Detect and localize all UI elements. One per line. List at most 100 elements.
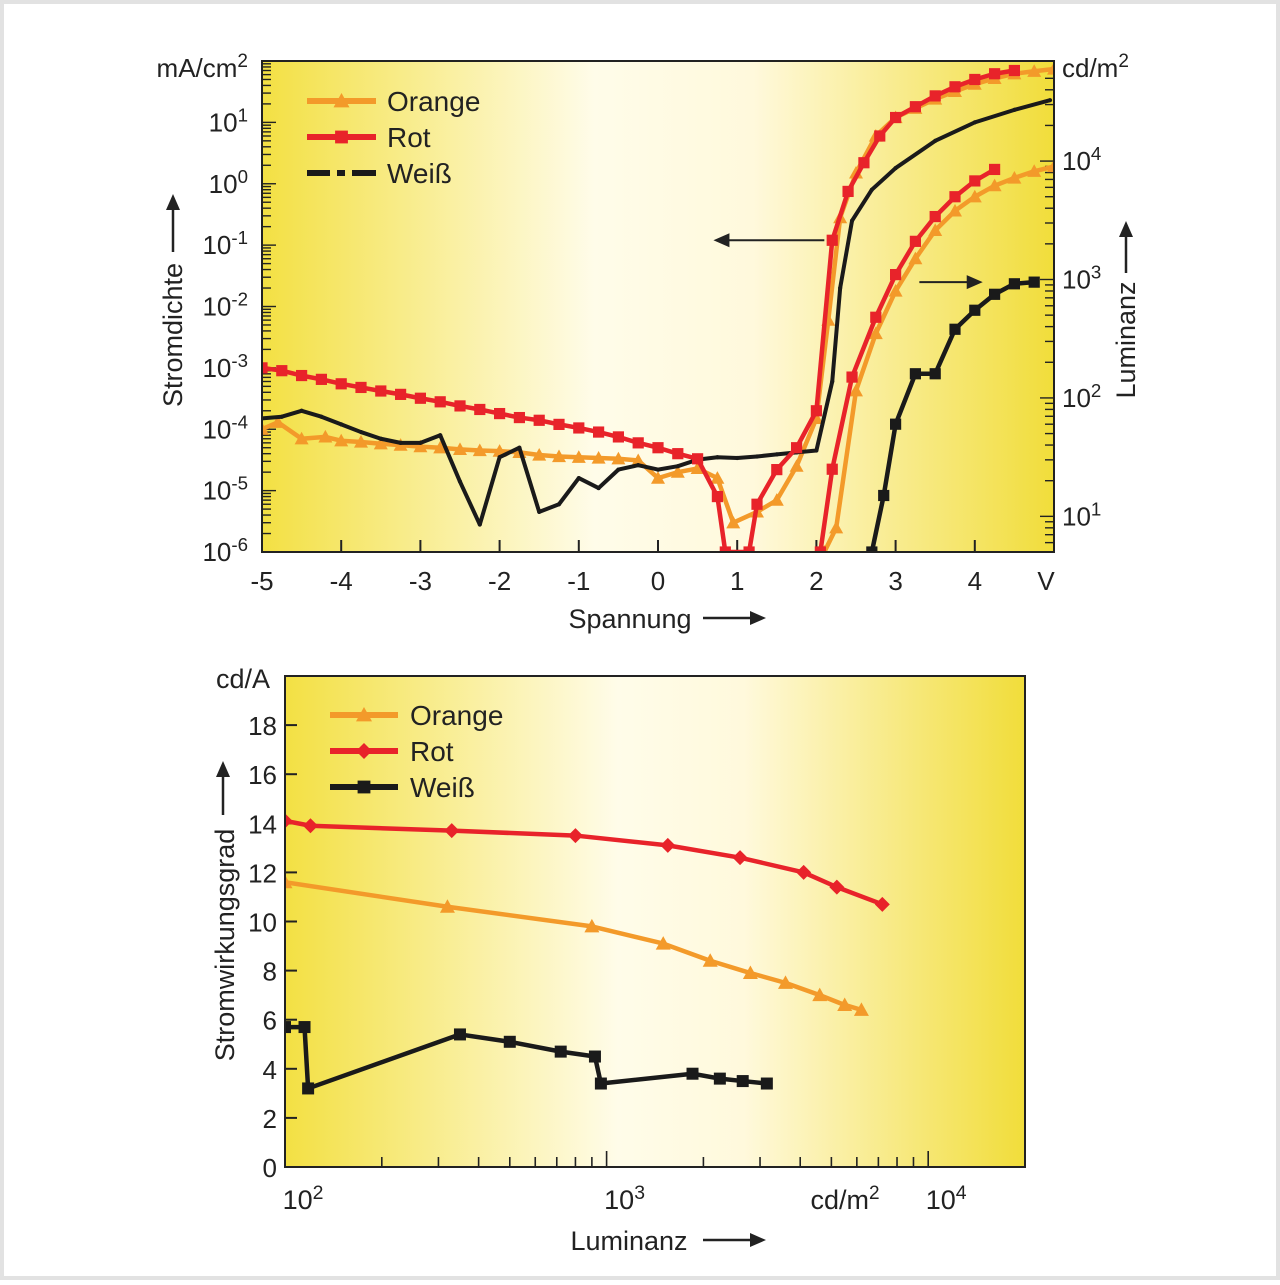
top-plot-border	[261, 60, 1055, 553]
series-point	[315, 373, 327, 385]
right-pointing-arrow-head	[966, 275, 983, 290]
x-tick-label-exp: 4	[956, 1182, 967, 1204]
top-axis-labels: 10-610-510-410-310-210-1100101mA/cm21011…	[157, 51, 1141, 634]
legend-marker	[356, 743, 372, 759]
series-point	[298, 1021, 311, 1034]
series-point	[791, 442, 803, 454]
series-point	[933, 138, 938, 143]
series-point	[319, 414, 324, 419]
series-point	[552, 449, 566, 463]
series-point	[771, 464, 783, 476]
series-point	[909, 368, 921, 380]
right-axis-title: Luminanz	[1111, 281, 1141, 398]
left-tick-label: 10-2	[202, 289, 248, 322]
series-point	[395, 388, 407, 400]
left-tick-label: 101	[209, 104, 248, 137]
series-point	[868, 326, 883, 340]
series-point	[477, 522, 482, 527]
series-point	[537, 509, 542, 515]
series-line	[869, 279, 1035, 552]
series-point	[710, 471, 725, 484]
y-tick-label: 12	[248, 858, 277, 888]
right-tick-label-base: 10	[1062, 146, 1091, 176]
series-point	[719, 546, 731, 552]
y-unit-label: cd/A	[216, 664, 270, 694]
series-point	[503, 1035, 516, 1048]
series-point	[335, 378, 347, 390]
left-tick-label-exp: 1	[238, 104, 248, 125]
series-point	[1008, 64, 1020, 77]
series-point	[611, 451, 626, 465]
left-tick-label-exp: -1	[231, 227, 248, 248]
series-point	[553, 418, 565, 430]
series-point	[596, 485, 601, 491]
series-point	[1008, 278, 1020, 290]
series-point	[439, 899, 455, 913]
series-point	[276, 365, 288, 377]
series-point	[726, 515, 741, 529]
current-luminance-chart: 10-610-510-410-310-210-1100101mA/cm21011…	[157, 51, 1141, 634]
legend-label: Orange	[387, 86, 480, 117]
x-title-arrow-head	[750, 611, 766, 625]
series-point	[858, 157, 870, 169]
series-point	[1028, 276, 1040, 288]
series-point	[672, 448, 684, 460]
series-point	[949, 81, 961, 93]
x-tick-label-exp: 2	[313, 1182, 324, 1204]
series-point	[732, 850, 748, 866]
series-point	[1007, 170, 1022, 184]
series-point	[1047, 62, 1054, 75]
series-point	[878, 489, 890, 502]
legend-label: Weiß	[387, 158, 452, 189]
series-point	[285, 1021, 291, 1034]
series-point	[692, 453, 704, 465]
series-point	[853, 1002, 869, 1016]
series-rot	[285, 813, 890, 912]
series-point	[433, 440, 448, 454]
series-point	[969, 175, 981, 187]
series-point	[849, 165, 863, 179]
series-point	[591, 451, 606, 464]
left-tick-label: 10-6	[202, 534, 248, 567]
x-tick-label-base: 10	[283, 1185, 313, 1215]
series-point	[378, 436, 383, 441]
series-point	[908, 251, 923, 265]
series-point	[533, 414, 545, 426]
series-orange-luminance	[820, 159, 1054, 552]
series-point	[890, 111, 902, 124]
series-point	[909, 235, 921, 247]
series-point	[829, 879, 845, 895]
right-unit-sup: 2	[1118, 51, 1129, 72]
left-axis-title: Stromdichte	[158, 263, 188, 407]
series-point	[777, 975, 793, 989]
right-title-arrow-head	[1119, 221, 1133, 237]
series-point	[413, 439, 428, 453]
series-point	[636, 463, 641, 468]
series-point	[743, 546, 755, 552]
legend-marker	[356, 707, 372, 722]
series-point	[1027, 164, 1042, 177]
series-point	[299, 408, 304, 413]
series-point	[414, 392, 426, 404]
legend-marker	[333, 93, 350, 108]
series-point	[375, 385, 387, 397]
series-point	[888, 283, 903, 297]
series-orange	[285, 874, 869, 1016]
series-point	[270, 415, 285, 428]
x-tick-label-base: 10	[604, 1185, 634, 1215]
series-point	[814, 448, 819, 453]
series-point	[373, 436, 388, 450]
series-point	[949, 323, 961, 335]
y-axis-title: Stromwirkungsgrad	[210, 829, 240, 1062]
series-point	[870, 311, 882, 323]
left-unit-label: mA/cm2	[157, 51, 248, 83]
right-unit-text: cd/m	[1062, 53, 1118, 83]
series-point	[594, 1077, 607, 1090]
series-point	[711, 490, 723, 503]
series-point	[294, 431, 309, 445]
series-point	[1027, 64, 1042, 77]
series-point	[660, 837, 676, 853]
left-tick-label-exp: -2	[231, 289, 248, 310]
y-title-group: Stromwirkungsgrad	[210, 761, 240, 1061]
